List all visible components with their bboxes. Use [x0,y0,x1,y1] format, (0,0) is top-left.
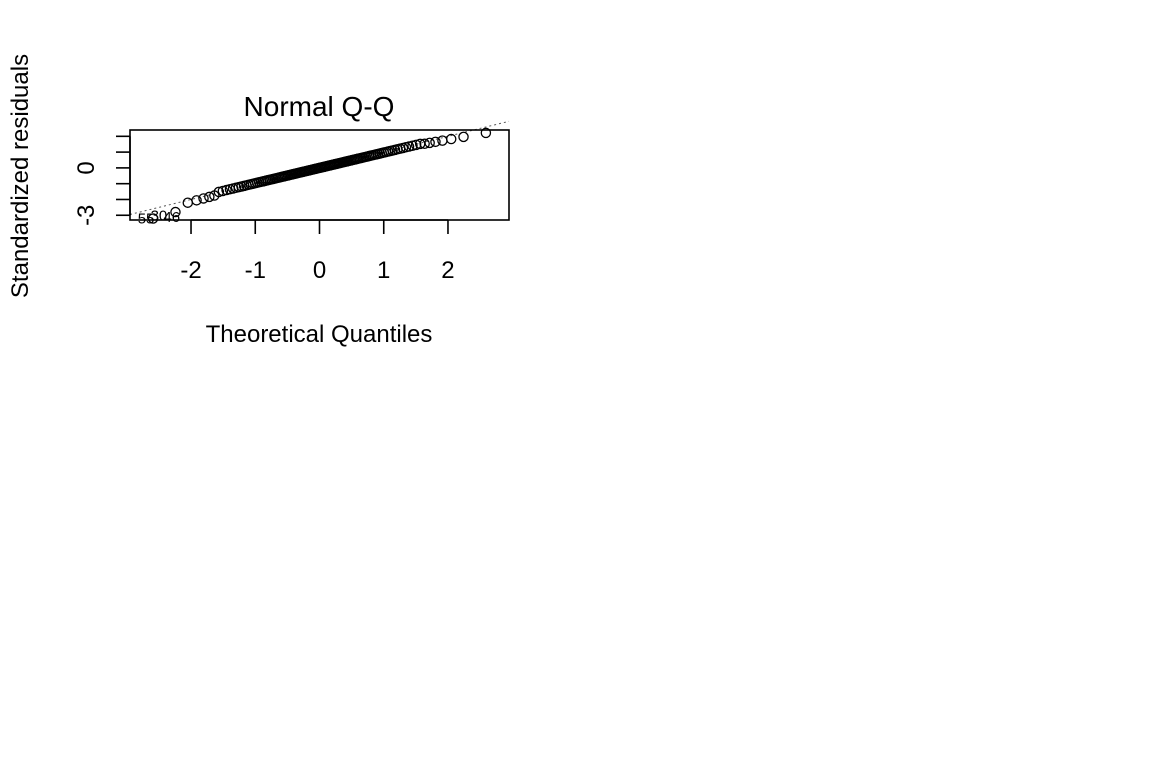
data-point [191,195,202,206]
x-tick-label: -1 [245,257,266,284]
data-point [458,131,469,143]
y-tick-label: -3 [73,205,100,226]
data-point [198,193,209,204]
outlier-label: 55 [138,210,155,227]
x-axis-label: Theoretical Quantiles [206,321,433,348]
outlier-label: 46 [163,209,180,226]
data-point [213,186,225,198]
x-tick-label: 1 [377,257,390,284]
data-point [445,133,457,145]
data-point [480,127,492,139]
data-point [170,206,181,218]
points-layer [147,127,492,224]
data-point [424,137,435,149]
y-axis: -3 0 [73,135,131,226]
x-tick-label: 2 [441,257,454,284]
data-point [430,136,441,148]
data-point [147,213,159,224]
x-axis: -2 -1 0 1 2 [180,219,455,284]
chart-title: Normal Q-Q [244,91,395,122]
data-point [182,197,194,208]
x-tick-label: -2 [180,257,201,284]
data-point [204,191,215,203]
x-tick-label: 0 [313,257,326,284]
data-point [419,138,430,150]
y-tick-label: 0 [73,161,100,174]
y-axis-label: Standardized residuals [7,54,34,298]
